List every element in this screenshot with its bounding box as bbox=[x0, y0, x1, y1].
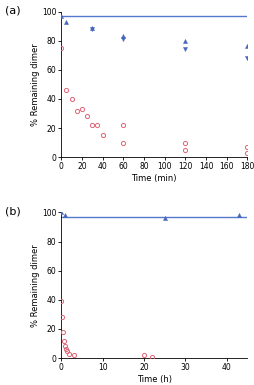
Y-axis label: % Remaining dimer: % Remaining dimer bbox=[31, 244, 40, 326]
X-axis label: Time (min): Time (min) bbox=[131, 174, 176, 183]
Text: (a): (a) bbox=[5, 6, 21, 16]
X-axis label: Time (h): Time (h) bbox=[136, 375, 171, 384]
Y-axis label: % Remaining dimer: % Remaining dimer bbox=[31, 43, 40, 126]
Text: (b): (b) bbox=[5, 207, 21, 217]
